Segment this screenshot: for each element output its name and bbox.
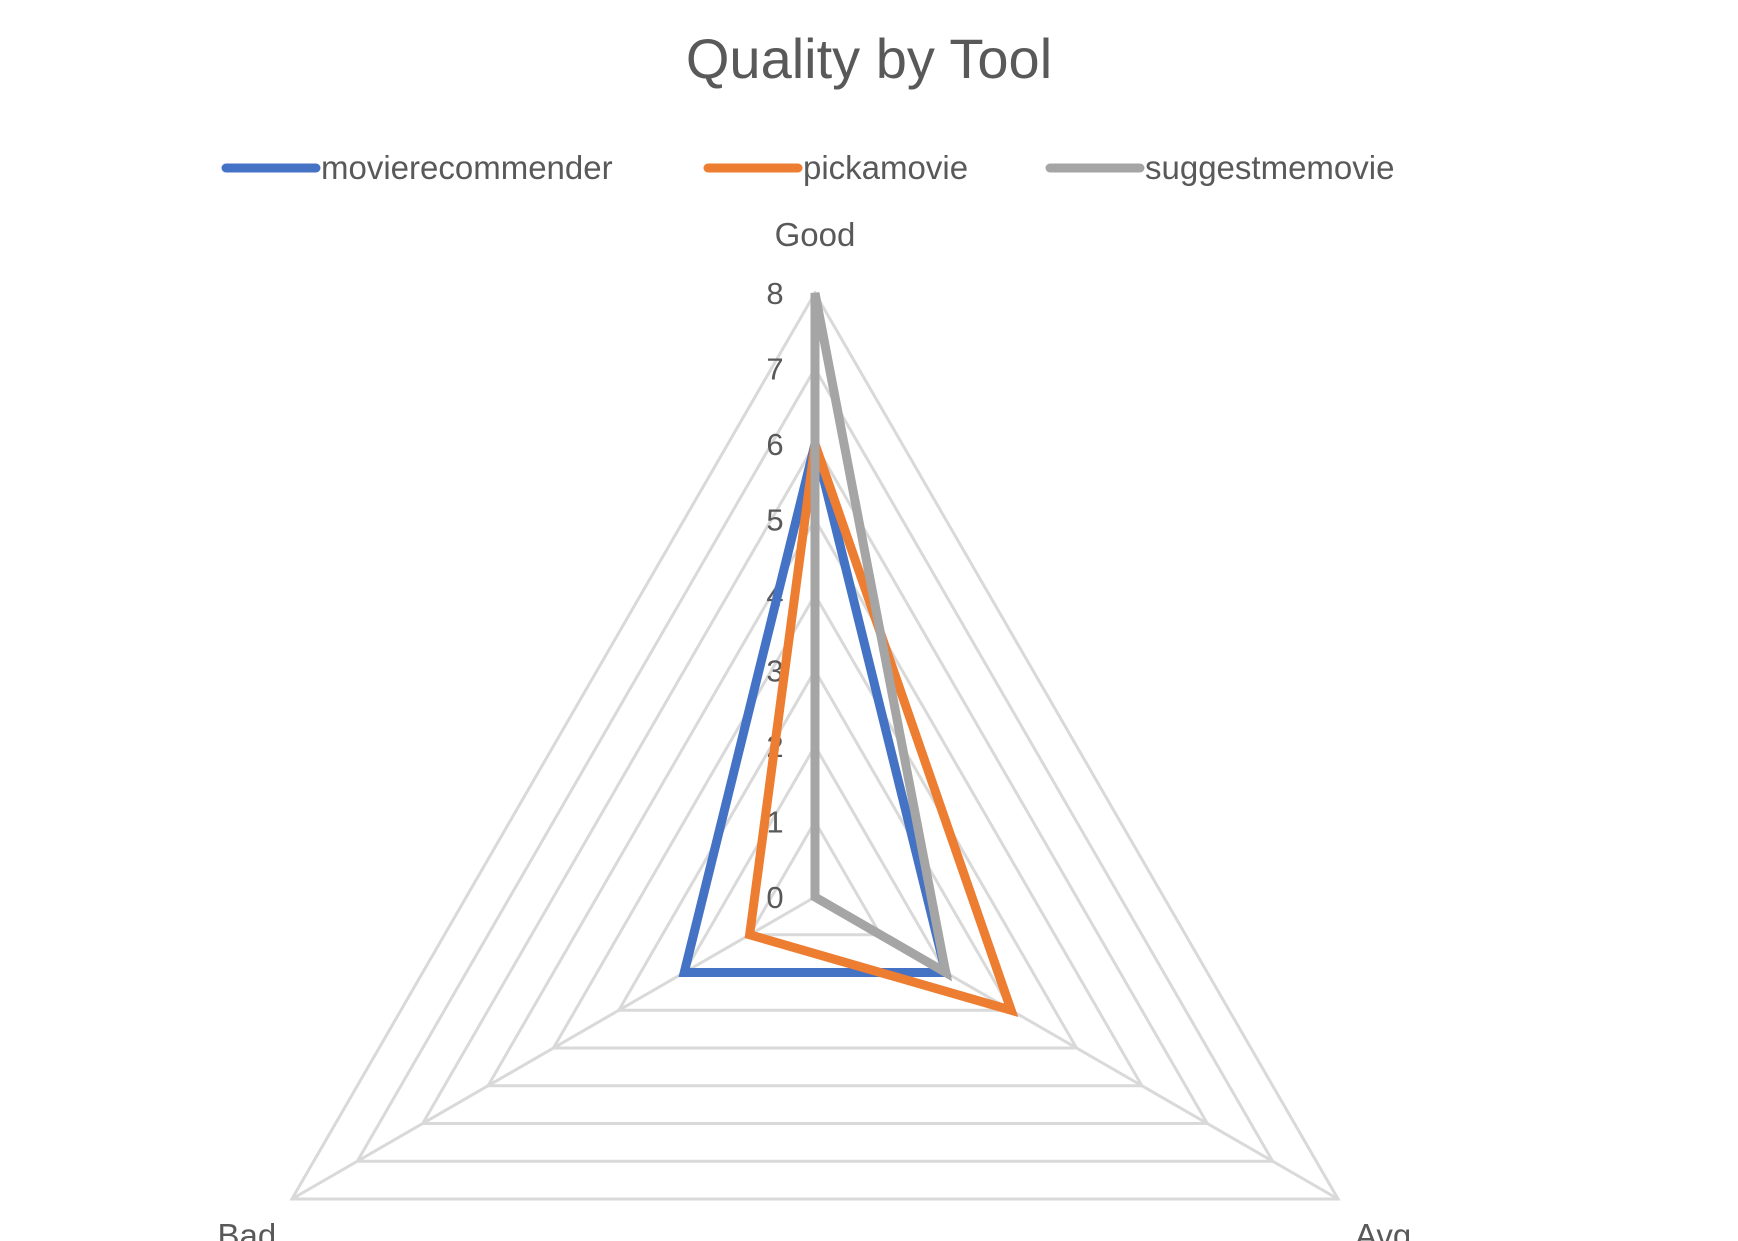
tick-label: 7	[766, 352, 783, 387]
tick-label: 0	[766, 880, 783, 915]
axis-label-bad: Bad	[218, 1217, 277, 1241]
tick-label: 6	[766, 427, 783, 462]
chart-legend: movierecommender pickamovie suggestmemovie	[221, 149, 1394, 186]
grid-ring	[747, 818, 883, 937]
legend-label-movierecommender: movierecommender	[321, 149, 613, 186]
grid-ring	[420, 440, 1210, 1125]
grid-ring	[289, 290, 1341, 1201]
tick-label: 5	[766, 503, 783, 538]
series-line-movierecommender	[678, 442, 952, 977]
tick-label: 1	[766, 805, 783, 840]
grid-ring	[485, 516, 1145, 1088]
grid-ring	[354, 365, 1276, 1163]
series-line-pickamovie	[744, 442, 1019, 1017]
axis-label-good: Good	[775, 216, 856, 253]
axis-label-avg: Avg	[1355, 1217, 1411, 1241]
tick-label: 8	[766, 276, 783, 311]
series-line-suggestmemovie	[810, 292, 953, 982]
chart-title: Quality by Tool	[686, 27, 1052, 90]
series-group	[678, 292, 1019, 1017]
category-axis-labels: Good Avg Bad	[218, 216, 1412, 1241]
legend-label-pickamovie: pickamovie	[803, 149, 968, 186]
axis-spoke	[291, 895, 816, 1201]
legend-label-suggestmemovie: suggestmemovie	[1145, 149, 1394, 186]
